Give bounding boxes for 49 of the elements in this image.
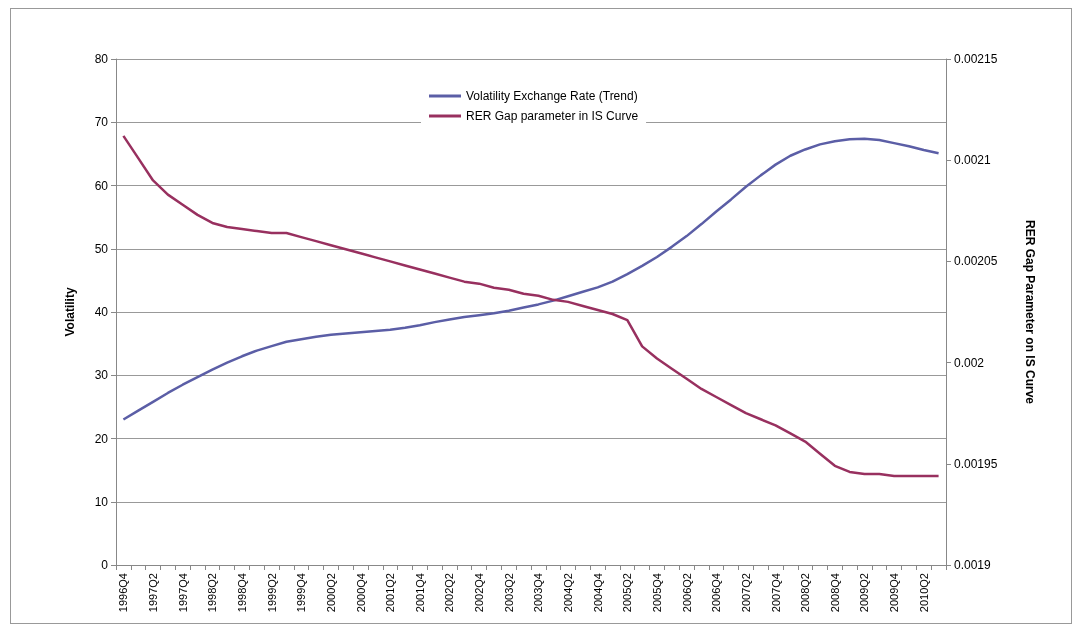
- x-tick-label: 2008Q4: [828, 573, 841, 613]
- y2-axis-title: RER Gap Parameter on IS Curve: [1023, 219, 1037, 405]
- y2-tick-label: 0.0021: [954, 153, 992, 168]
- x-tick-label: 2007Q2: [739, 573, 752, 613]
- y-tick-label: 80: [94, 52, 109, 66]
- x-tick-label: 1998Q2: [206, 573, 219, 613]
- y2-tick-label: 0.00195: [954, 456, 998, 471]
- x-tick-label: 2005Q4: [650, 573, 663, 613]
- x-tick-label: 1999Q4: [295, 573, 308, 613]
- x-tick-label: 1997Q2: [147, 573, 160, 613]
- line-series: [122, 134, 940, 478]
- x-tick-label: 2009Q4: [888, 573, 901, 613]
- x-tick-label: 2009Q2: [858, 573, 871, 613]
- x-tick-label: 2007Q4: [769, 573, 782, 613]
- y-tick-label: 60: [94, 178, 109, 193]
- x-tick-label: 2004Q2: [562, 573, 575, 613]
- x-tick-label: 2000Q2: [324, 573, 337, 613]
- y2-tick-label: 0.00205: [954, 254, 998, 269]
- x-tick-label: 2008Q2: [799, 573, 812, 613]
- y2-tick-label: 0.002: [954, 355, 985, 370]
- legend-label: RER Gap parameter in IS Curve: [466, 109, 639, 123]
- legend-label: Volatility Exchange Rate (Trend): [466, 89, 638, 103]
- y-tick-label: 0: [101, 558, 109, 572]
- x-tick-label: 2003Q2: [502, 573, 515, 613]
- y2-tick-label: 0.00215: [954, 52, 998, 66]
- x-tick-label: 2003Q4: [532, 573, 545, 613]
- x-tick-label: 2006Q2: [680, 573, 693, 613]
- x-tick-label: 2000Q4: [354, 573, 367, 613]
- line-series: [122, 137, 940, 421]
- y-tick-label: 50: [94, 241, 109, 256]
- x-tick-label: 2001Q4: [413, 573, 426, 613]
- y-axis-title: Volatility: [63, 287, 77, 337]
- y-tick-label: 70: [94, 115, 109, 130]
- x-tick-label: 2002Q4: [473, 573, 486, 613]
- x-tick-label: 2002Q2: [443, 573, 456, 613]
- y2-tick-label: 0.0019: [954, 558, 992, 572]
- x-tick-label: 2010Q2: [917, 573, 930, 613]
- y-tick-label: 10: [94, 494, 109, 509]
- x-tick-label: 1998Q4: [235, 573, 248, 613]
- x-tick-label: 2005Q2: [621, 573, 634, 613]
- x-tick-label: 1997Q4: [176, 573, 189, 613]
- x-tick-label: 2004Q4: [591, 573, 604, 613]
- y-tick-label: 40: [94, 305, 109, 319]
- x-tick-label: 2006Q4: [710, 573, 723, 613]
- y-tick-label: 20: [94, 431, 109, 446]
- x-tick-label: 1999Q2: [265, 573, 278, 613]
- y-tick-label: 30: [94, 368, 109, 383]
- x-tick-label: 2001Q2: [384, 573, 397, 613]
- x-tick-label: 1996Q4: [117, 573, 130, 613]
